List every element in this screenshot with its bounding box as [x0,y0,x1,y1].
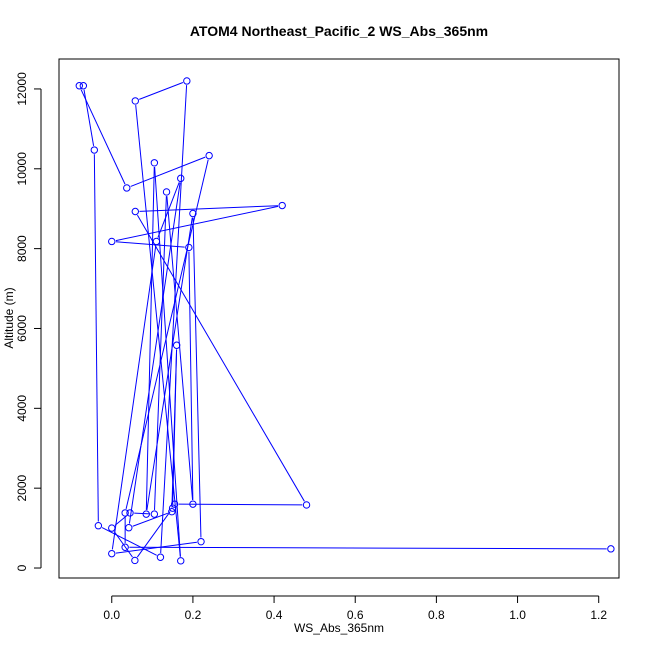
data-point [189,500,197,508]
data-point [168,504,177,512]
data-point [90,146,99,154]
series-segment [134,512,151,515]
x-tick-label: 0.0 [103,608,120,622]
data-point [75,82,83,90]
data-point [131,97,139,105]
series-segment [115,205,279,242]
series-segment [172,349,178,504]
series-segment [192,217,202,538]
data-point [172,341,181,349]
x-axis-label: WS_Abs_365nm [294,621,384,635]
data-point [607,545,615,553]
data-point [197,537,205,546]
x-tick-label: 0.2 [185,608,202,622]
data-point [156,553,165,561]
data-point [177,174,185,183]
series-segment [80,89,126,185]
series-segment [139,205,279,212]
data-point [162,188,171,196]
y-tick-label: 12000 [15,72,29,106]
data-point [177,557,185,565]
data-point [126,509,134,517]
data-point [142,510,150,518]
data-point [121,509,129,517]
data-point [150,159,159,167]
data-point [125,523,133,532]
series-segment [115,541,197,554]
series-segment [136,511,171,558]
data-point [131,556,139,565]
series-segment [111,245,157,550]
series-segment [101,527,157,556]
y-tick-label: 2000 [15,475,29,502]
y-tick-label: 8000 [15,235,29,262]
data-point [150,510,159,518]
x-axis: 0.0 0.2 0.4 0.6 0.8 1.0 1.2 [103,595,607,622]
y-tick-label: 0 [15,564,29,571]
series-segment [132,512,169,527]
series-segment [115,241,185,248]
data-point [123,184,131,192]
series-segment [129,546,607,550]
data-point [108,524,116,532]
series-segment [154,196,167,510]
series-segment [178,503,303,506]
data-point [108,549,116,558]
series-segment [128,182,181,524]
series-segment [136,214,305,502]
series-segment [139,82,184,100]
plot-frame [58,58,620,579]
series-segment [114,515,128,526]
y-tick-label: 10000 [15,152,29,186]
chart-title: ATOM4 Northeast_Pacific_2 WS_Abs_365nm [190,23,488,39]
data-point [302,501,311,509]
x-tick-label: 1.2 [590,608,607,622]
series-segment [83,89,95,146]
data-point [170,500,179,508]
y-axis: 0 2000 4000 6000 8000 10000 12000 [15,72,42,571]
x-tick-label: 0.6 [347,608,364,622]
data-point [205,151,213,160]
data-point [278,201,286,210]
data-point [121,543,129,551]
data-point [131,207,139,216]
series-segment [188,251,194,500]
data-point [79,82,88,90]
series-segment [160,85,188,554]
x-tick-label: 0.4 [266,608,283,622]
data-point [168,508,176,516]
series-lines [80,82,607,558]
data-point [152,237,161,246]
x-tick-label: 0.8 [428,608,445,622]
x-tick-label: 1.0 [509,608,526,622]
data-point [94,522,103,530]
series-segment [93,154,99,522]
data-point [108,237,116,246]
series-points [75,77,615,565]
y-tick-label: 4000 [15,395,29,422]
series-segment [166,196,194,500]
data-point [185,243,193,252]
y-axis-label: Altitude (m) [2,287,16,348]
data-point [189,209,197,218]
series-segment [145,166,155,510]
data-point [183,77,191,85]
y-tick-label: 6000 [15,315,29,342]
series-segment [146,217,193,511]
